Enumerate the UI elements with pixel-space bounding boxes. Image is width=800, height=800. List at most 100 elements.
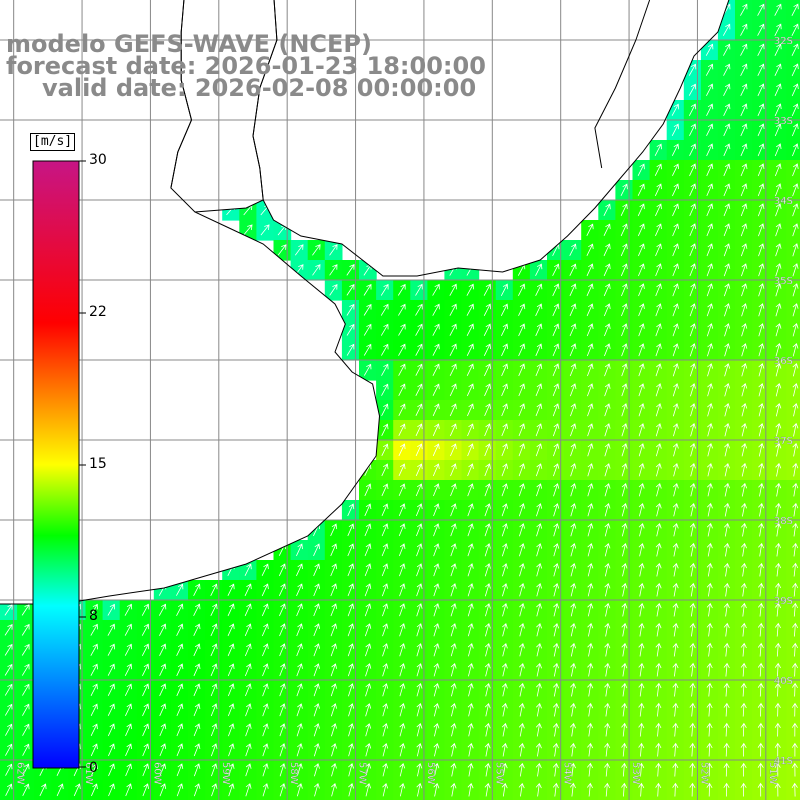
wind-arrow bbox=[347, 663, 355, 677]
wind-arrow bbox=[449, 403, 457, 417]
wind-arrow bbox=[433, 722, 440, 737]
wind-arrow bbox=[331, 743, 337, 757]
wind-arrow bbox=[313, 543, 320, 557]
wind-arrow bbox=[363, 323, 372, 336]
wind-arrow bbox=[484, 443, 491, 457]
wind-arrow bbox=[672, 283, 679, 297]
wind-arrow bbox=[296, 703, 303, 717]
wind-arrow bbox=[416, 682, 423, 697]
wind-arrow bbox=[706, 642, 713, 657]
wind-arrow bbox=[792, 502, 799, 517]
wind-arrow bbox=[466, 263, 474, 276]
wind-arrow bbox=[603, 243, 611, 257]
wind-arrow bbox=[758, 442, 765, 457]
wind-arrow bbox=[774, 43, 782, 56]
speed-cell bbox=[632, 500, 651, 521]
speed-cell bbox=[393, 640, 411, 661]
wind-arrow bbox=[210, 583, 218, 596]
wind-arrow bbox=[5, 743, 13, 756]
wind-arrow bbox=[483, 283, 491, 296]
wind-arrow bbox=[484, 543, 491, 557]
wind-arrow bbox=[620, 263, 628, 277]
speed-cell bbox=[786, 680, 800, 701]
wind-arrow bbox=[707, 462, 713, 477]
wind-arrow bbox=[382, 623, 389, 637]
wind-arrow bbox=[774, 3, 782, 16]
wind-arrow bbox=[5, 783, 13, 796]
wind-arrow bbox=[433, 762, 440, 777]
speed-cell bbox=[632, 460, 651, 481]
wind-arrow bbox=[124, 643, 132, 656]
speed-cell bbox=[786, 320, 800, 341]
wind-arrow bbox=[381, 383, 389, 396]
wind-arrow bbox=[552, 323, 560, 337]
wind-arrow bbox=[159, 783, 167, 797]
wind-arrow bbox=[570, 682, 577, 697]
wind-arrow bbox=[638, 602, 645, 617]
wind-arrow bbox=[655, 203, 662, 217]
wind-arrow bbox=[553, 463, 560, 477]
wind-arrow bbox=[398, 383, 406, 396]
wind-arrow bbox=[279, 723, 286, 737]
wind-arrow bbox=[312, 244, 321, 256]
wind-arrow bbox=[296, 783, 303, 797]
wind-arrow bbox=[706, 522, 713, 537]
wind-arrow bbox=[330, 603, 338, 617]
wind-arrow bbox=[689, 203, 697, 217]
speed-cell bbox=[341, 260, 360, 281]
speed-cell bbox=[410, 500, 428, 521]
wind-arrow bbox=[330, 703, 337, 717]
wind-arrow bbox=[587, 702, 594, 717]
speed-cell bbox=[85, 660, 104, 681]
wind-arrow bbox=[706, 263, 714, 277]
wind-arrow bbox=[500, 283, 509, 296]
wind-arrow bbox=[433, 603, 440, 617]
wind-arrow bbox=[706, 83, 714, 96]
wind-arrow bbox=[467, 642, 474, 657]
speed-cell bbox=[615, 520, 634, 541]
wind-arrow bbox=[262, 763, 269, 777]
speed-cell bbox=[786, 240, 800, 261]
speed-cell bbox=[410, 340, 428, 361]
valid-date: valid date: 2026-02-08 00:00:00 bbox=[42, 74, 477, 102]
wind-arrow bbox=[450, 782, 457, 797]
wind-arrow bbox=[638, 742, 645, 757]
speed-cell bbox=[478, 340, 497, 361]
wind-arrow bbox=[672, 363, 679, 377]
wind-arrow bbox=[176, 703, 184, 717]
wind-arrow bbox=[553, 662, 559, 677]
wind-arrow bbox=[723, 542, 730, 557]
wind-arrow bbox=[570, 423, 577, 437]
wind-arrow bbox=[467, 443, 474, 457]
wind-arrow bbox=[621, 542, 628, 557]
wind-arrow bbox=[279, 783, 286, 797]
speed-cell bbox=[547, 280, 565, 301]
wind-arrow bbox=[243, 224, 253, 236]
wind-arrow bbox=[518, 343, 526, 357]
wind-arrow bbox=[398, 463, 406, 477]
wind-arrow bbox=[603, 263, 611, 277]
wind-arrow bbox=[279, 623, 286, 637]
wind-arrow bbox=[758, 343, 765, 357]
wind-arrow bbox=[193, 623, 201, 636]
speed-cell bbox=[649, 320, 668, 341]
speed-cell bbox=[341, 720, 360, 741]
wind-arrow bbox=[347, 643, 355, 657]
wind-arrow bbox=[655, 283, 662, 297]
land-entre-rios bbox=[170, 0, 277, 212]
wind-arrow bbox=[758, 382, 765, 397]
wind-arrow bbox=[398, 443, 406, 457]
speed-cell bbox=[102, 600, 121, 621]
wind-arrow bbox=[553, 543, 560, 557]
wind-arrow bbox=[655, 323, 662, 337]
wind-arrow bbox=[655, 482, 662, 497]
wind-arrow bbox=[142, 683, 150, 697]
wind-arrow bbox=[535, 343, 543, 357]
wind-arrow bbox=[791, 782, 798, 797]
speed-cell bbox=[683, 260, 702, 281]
speed-cell bbox=[649, 460, 668, 481]
speed-cell bbox=[615, 400, 634, 421]
wind-arrow bbox=[159, 623, 167, 636]
wind-arrow bbox=[604, 582, 611, 597]
wind-arrow bbox=[724, 343, 731, 357]
